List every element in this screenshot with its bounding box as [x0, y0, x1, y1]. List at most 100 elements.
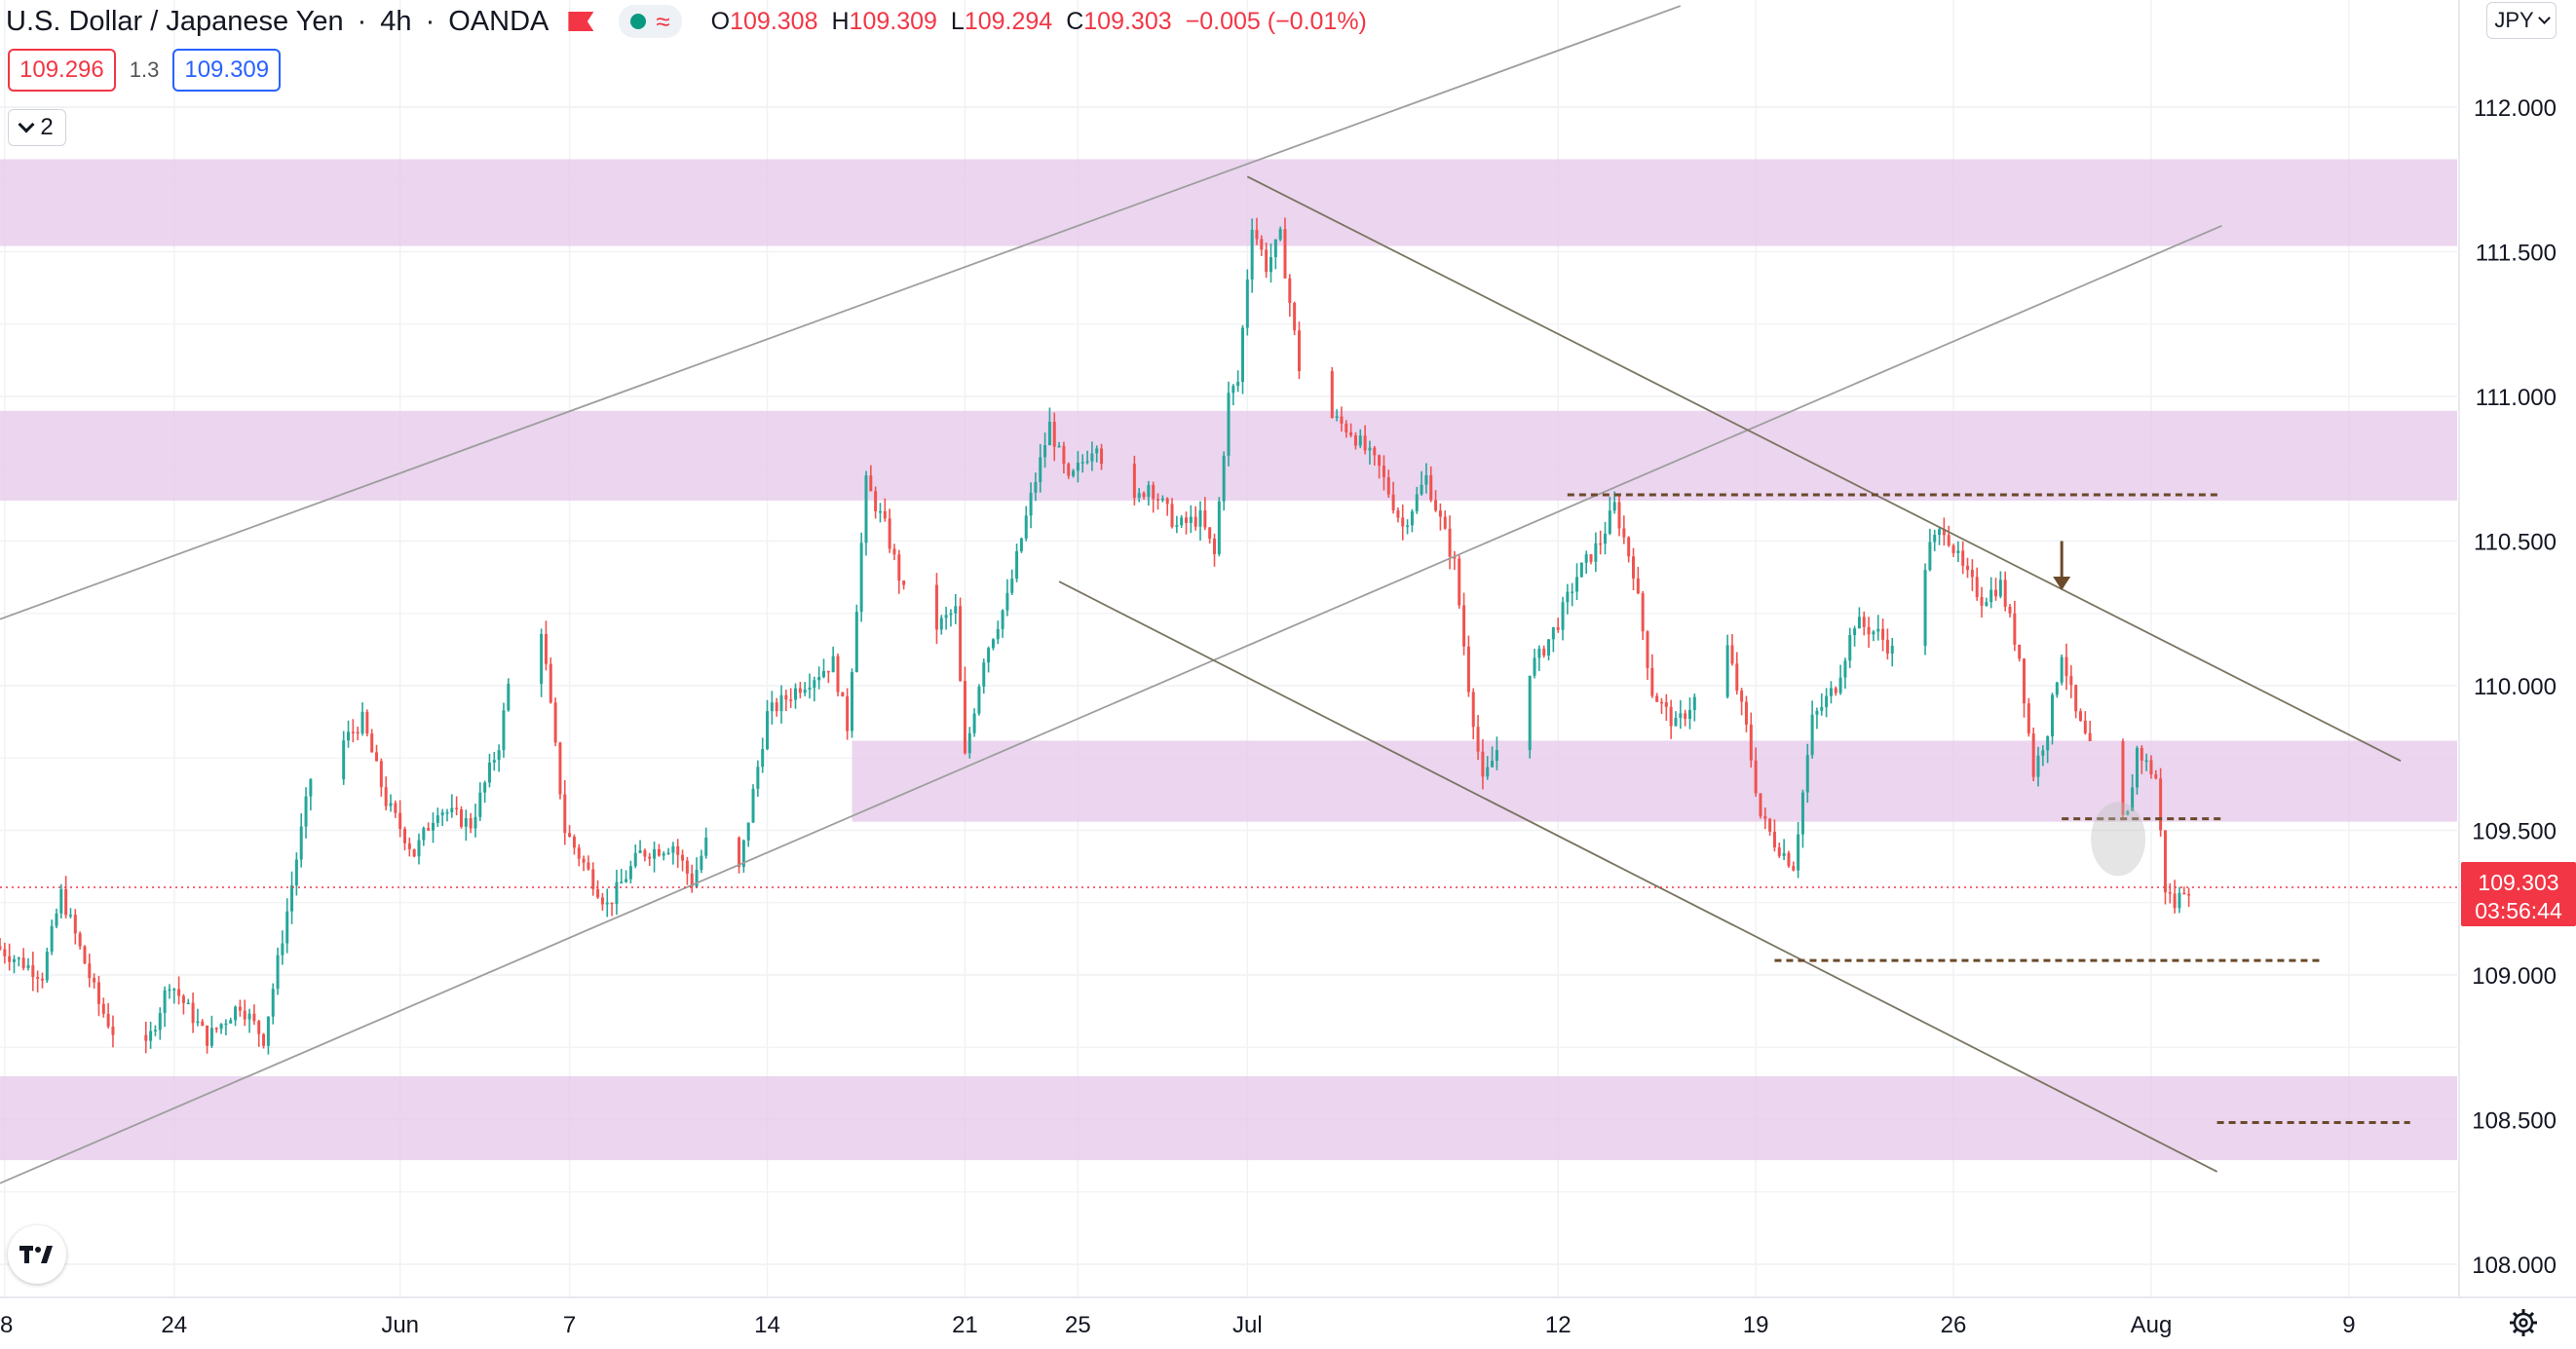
candle[interactable] [219, 1024, 223, 1030]
candle[interactable] [638, 850, 642, 853]
candle[interactable] [681, 854, 685, 861]
candle[interactable] [398, 812, 402, 830]
candle[interactable] [883, 510, 887, 519]
candle[interactable] [1787, 852, 1791, 867]
candle[interactable] [1462, 605, 1466, 647]
candle[interactable] [2135, 747, 2139, 788]
candle[interactable] [831, 656, 835, 673]
candle[interactable] [427, 828, 431, 831]
candle[interactable] [1368, 447, 1372, 451]
candle[interactable] [1604, 533, 1608, 544]
candle[interactable] [1551, 627, 1555, 640]
candle[interactable] [2083, 720, 2087, 733]
candle[interactable] [1777, 847, 1781, 856]
candle[interactable] [1579, 562, 1583, 578]
candle[interactable] [487, 762, 491, 783]
candle[interactable] [813, 680, 816, 689]
candle[interactable] [897, 554, 901, 581]
candle[interactable] [55, 913, 58, 926]
candle[interactable] [1396, 509, 1400, 518]
candle[interactable] [1829, 688, 1833, 696]
candle[interactable] [1378, 455, 1382, 467]
candle[interactable] [1848, 635, 1852, 661]
candle[interactable] [1297, 330, 1301, 372]
candles[interactable] [0, 217, 2191, 1055]
indicators-toggle-button[interactable]: 2 [8, 109, 66, 146]
candle[interactable] [1217, 501, 1221, 554]
candle[interactable] [1152, 484, 1155, 500]
candle[interactable] [949, 613, 953, 616]
candle[interactable] [1749, 724, 1753, 761]
candle[interactable] [620, 881, 624, 884]
candle[interactable] [1029, 492, 1033, 516]
candle[interactable] [794, 688, 798, 700]
candle[interactable] [888, 518, 891, 549]
candle[interactable] [1466, 646, 1470, 693]
candle[interactable] [1001, 610, 1004, 629]
candle[interactable] [1147, 484, 1151, 498]
candle[interactable] [45, 952, 49, 981]
candle[interactable] [878, 510, 882, 513]
candle[interactable] [1617, 502, 1621, 529]
candle[interactable] [229, 1020, 233, 1024]
candle[interactable] [766, 711, 770, 750]
candle[interactable] [440, 812, 444, 816]
candle[interactable] [662, 853, 665, 856]
candle[interactable] [1636, 578, 1640, 594]
candle[interactable] [582, 858, 586, 863]
candle[interactable] [1250, 229, 1254, 280]
candle[interactable] [1782, 852, 1786, 856]
candle[interactable] [1024, 515, 1028, 539]
candle[interactable] [1684, 713, 1687, 720]
candle[interactable] [1227, 393, 1231, 456]
candle[interactable] [1273, 239, 1277, 257]
candle[interactable] [1942, 529, 1946, 536]
candle[interactable] [558, 742, 562, 795]
candle[interactable] [1966, 565, 1970, 571]
candle[interactable] [2154, 774, 2158, 779]
candle[interactable] [808, 688, 812, 690]
candle[interactable] [1231, 386, 1235, 393]
candle[interactable] [281, 943, 284, 956]
candle[interactable] [492, 760, 496, 763]
candle[interactable] [497, 750, 501, 761]
candle[interactable] [822, 670, 825, 678]
symbol-name[interactable]: U.S. Dollar / Japanese Yen [6, 5, 344, 37]
candle[interactable] [1213, 538, 1217, 554]
candle[interactable] [1293, 303, 1297, 331]
interval-label[interactable]: 4h [380, 5, 412, 37]
candle[interactable] [1095, 448, 1099, 454]
candle[interactable] [50, 925, 54, 953]
candle[interactable] [1363, 435, 1367, 451]
drawings[interactable] [0, 5, 2457, 1184]
candle[interactable] [2187, 893, 2191, 896]
candle[interactable] [191, 1002, 195, 1024]
candle[interactable] [181, 995, 185, 1003]
candle[interactable] [934, 584, 938, 630]
candle[interactable] [309, 779, 313, 797]
candle[interactable] [1160, 498, 1164, 501]
candle[interactable] [2051, 694, 2054, 736]
candle[interactable] [850, 671, 853, 731]
candle[interactable] [1349, 431, 1353, 435]
candle[interactable] [1768, 818, 1772, 832]
candle[interactable] [1010, 579, 1014, 593]
candle[interactable] [770, 702, 774, 712]
candle[interactable] [653, 848, 657, 859]
candle[interactable] [1810, 714, 1814, 756]
candle[interactable] [685, 860, 689, 874]
candle[interactable] [1100, 448, 1104, 465]
candle[interactable] [977, 686, 981, 714]
candle[interactable] [2003, 580, 2007, 607]
candle[interactable] [1057, 445, 1061, 448]
candle[interactable] [987, 648, 991, 663]
candle[interactable] [206, 1026, 209, 1046]
candle[interactable] [1622, 528, 1626, 538]
candle[interactable] [26, 965, 30, 968]
sell-price-button[interactable]: 109.296 [8, 49, 116, 92]
candle[interactable] [168, 989, 171, 992]
candle[interactable] [96, 982, 100, 1004]
candle[interactable] [2126, 810, 2130, 815]
